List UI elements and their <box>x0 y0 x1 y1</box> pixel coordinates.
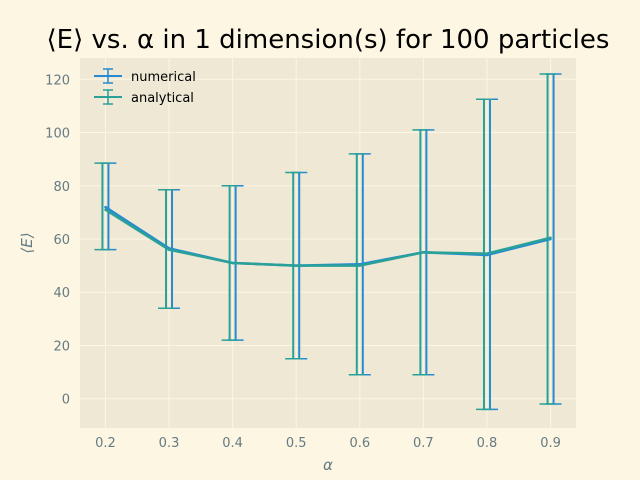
x-tick-label: 0.6 <box>349 436 370 451</box>
x-tick-label: 0.5 <box>286 436 307 451</box>
y-tick-label: 80 <box>53 180 70 195</box>
y-tick-label: 100 <box>45 127 70 142</box>
x-tick-label: 0.7 <box>413 436 434 451</box>
y-tick-label: 40 <box>53 286 70 301</box>
data-point <box>167 248 171 251</box>
x-tick-label: 0.8 <box>477 436 498 451</box>
data-point <box>231 261 234 265</box>
x-axis-label: α <box>323 456 333 474</box>
legend-label: analytical <box>131 91 194 106</box>
data-point <box>549 236 552 239</box>
series-lines <box>104 205 552 267</box>
data-point <box>358 264 361 267</box>
y-tick-label: 20 <box>53 339 70 354</box>
x-tick-labels: 0.2 0.3 0.4 0.5 0.6 0.7 0.8 0.9 <box>95 436 561 451</box>
y-tick-label: 60 <box>53 233 70 248</box>
legend: numerical analytical <box>94 68 196 106</box>
grid-lines <box>80 58 576 428</box>
y-tick-label: 120 <box>45 73 70 88</box>
y-axis-label: ⟨E⟩ <box>18 232 36 253</box>
data-point <box>422 251 425 254</box>
x-tick-label: 0.9 <box>540 436 561 451</box>
y-tick-labels: 0 20 40 60 80 100 120 <box>45 73 70 407</box>
series-line <box>104 208 551 267</box>
data-point <box>104 205 107 209</box>
y-tick-label: 0 <box>62 393 70 408</box>
chart-title: ⟨E⟩ vs. α in 1 dimension(s) for 100 part… <box>47 25 610 55</box>
data-point <box>104 208 107 211</box>
data-point <box>295 264 298 267</box>
x-tick-label: 0.3 <box>159 436 180 451</box>
legend-label: numerical <box>131 70 196 85</box>
x-tick-label: 0.4 <box>222 436 243 451</box>
data-point <box>485 252 489 255</box>
plot-area <box>80 58 576 428</box>
x-tick-label: 0.2 <box>95 436 116 451</box>
